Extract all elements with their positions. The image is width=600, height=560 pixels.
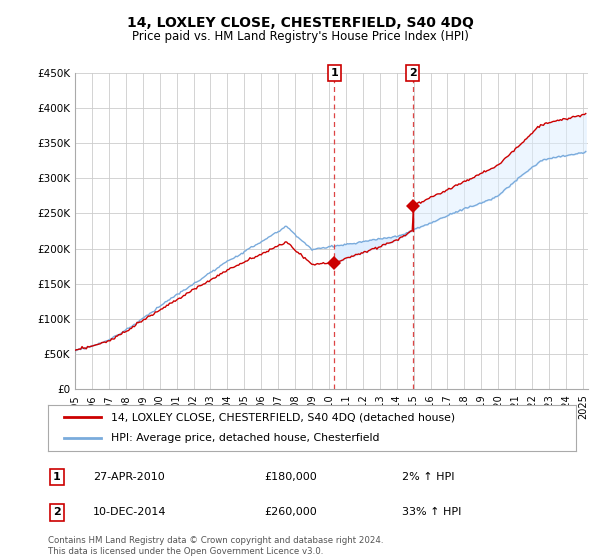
Text: 2: 2 <box>409 68 416 78</box>
Text: 2: 2 <box>53 507 61 517</box>
Text: £260,000: £260,000 <box>264 507 317 517</box>
Text: 27-APR-2010: 27-APR-2010 <box>93 472 165 482</box>
Text: Contains HM Land Registry data © Crown copyright and database right 2024.
This d: Contains HM Land Registry data © Crown c… <box>48 536 383 556</box>
Text: 33% ↑ HPI: 33% ↑ HPI <box>402 507 461 517</box>
Text: 10-DEC-2014: 10-DEC-2014 <box>93 507 167 517</box>
Text: £180,000: £180,000 <box>264 472 317 482</box>
Text: 1: 1 <box>53 472 61 482</box>
Text: 2% ↑ HPI: 2% ↑ HPI <box>402 472 455 482</box>
Text: Price paid vs. HM Land Registry's House Price Index (HPI): Price paid vs. HM Land Registry's House … <box>131 30 469 43</box>
Text: 14, LOXLEY CLOSE, CHESTERFIELD, S40 4DQ: 14, LOXLEY CLOSE, CHESTERFIELD, S40 4DQ <box>127 16 473 30</box>
Text: 1: 1 <box>331 68 338 78</box>
Text: HPI: Average price, detached house, Chesterfield: HPI: Average price, detached house, Ches… <box>112 433 380 444</box>
Text: 14, LOXLEY CLOSE, CHESTERFIELD, S40 4DQ (detached house): 14, LOXLEY CLOSE, CHESTERFIELD, S40 4DQ … <box>112 412 455 422</box>
